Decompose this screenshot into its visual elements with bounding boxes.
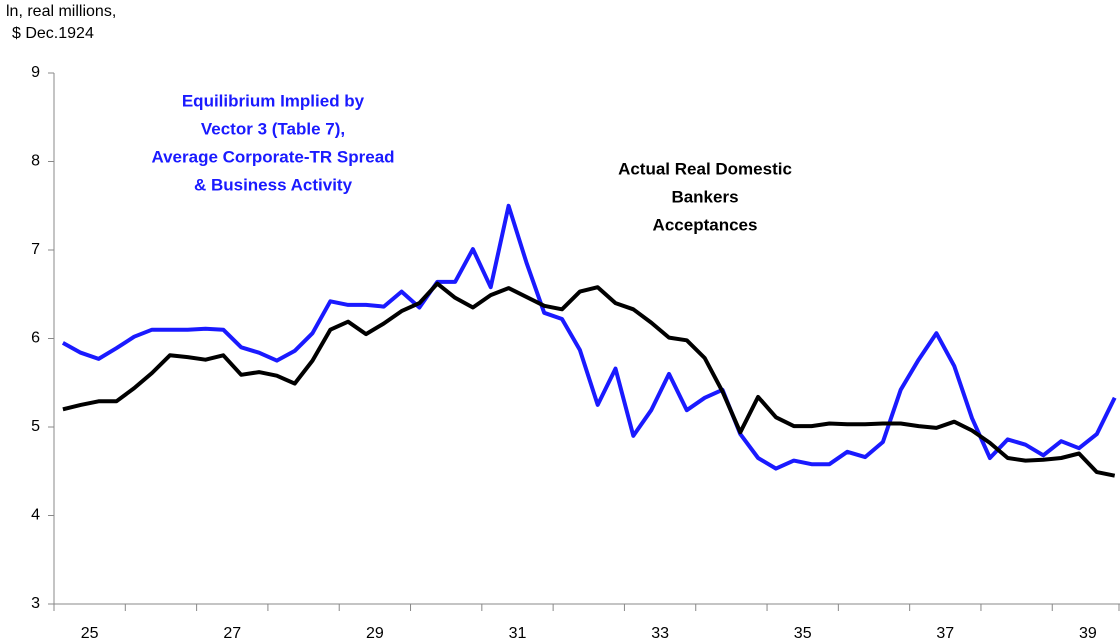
x-tick-label: 25 [81, 625, 99, 642]
x-tick-label: 39 [1079, 625, 1097, 642]
annotation: Equilibrium Implied by [182, 91, 365, 110]
series-line [61, 203, 1117, 471]
y-tick-label: 9 [31, 64, 40, 81]
y-axis-label: ln, real millions, [6, 3, 116, 20]
annotation: Average Corporate-TR Spread [151, 147, 394, 166]
annotation: & Business Activity [194, 175, 353, 194]
y-tick-label: 8 [31, 153, 40, 170]
x-tick-label: 29 [366, 625, 384, 642]
annotation: Acceptances [653, 215, 758, 234]
annotation: Actual Real Domestic [618, 159, 792, 178]
series-line [62, 281, 1116, 478]
y-tick-label: 3 [31, 595, 40, 612]
y-axis-label: $ Dec.1924 [12, 25, 94, 42]
x-tick-label: 35 [794, 625, 812, 642]
y-tick-label: 5 [31, 418, 40, 435]
y-tick-label: 4 [31, 507, 40, 524]
y-tick-label: 7 [31, 241, 40, 258]
annotation: Vector 3 (Table 7), [201, 119, 345, 138]
x-tick-label: 31 [509, 625, 527, 642]
x-tick-label: 27 [223, 625, 241, 642]
annotation: Bankers [671, 187, 738, 206]
x-tick-label: 37 [936, 625, 954, 642]
x-tick-label: 33 [651, 625, 669, 642]
y-tick-label: 6 [31, 330, 40, 347]
